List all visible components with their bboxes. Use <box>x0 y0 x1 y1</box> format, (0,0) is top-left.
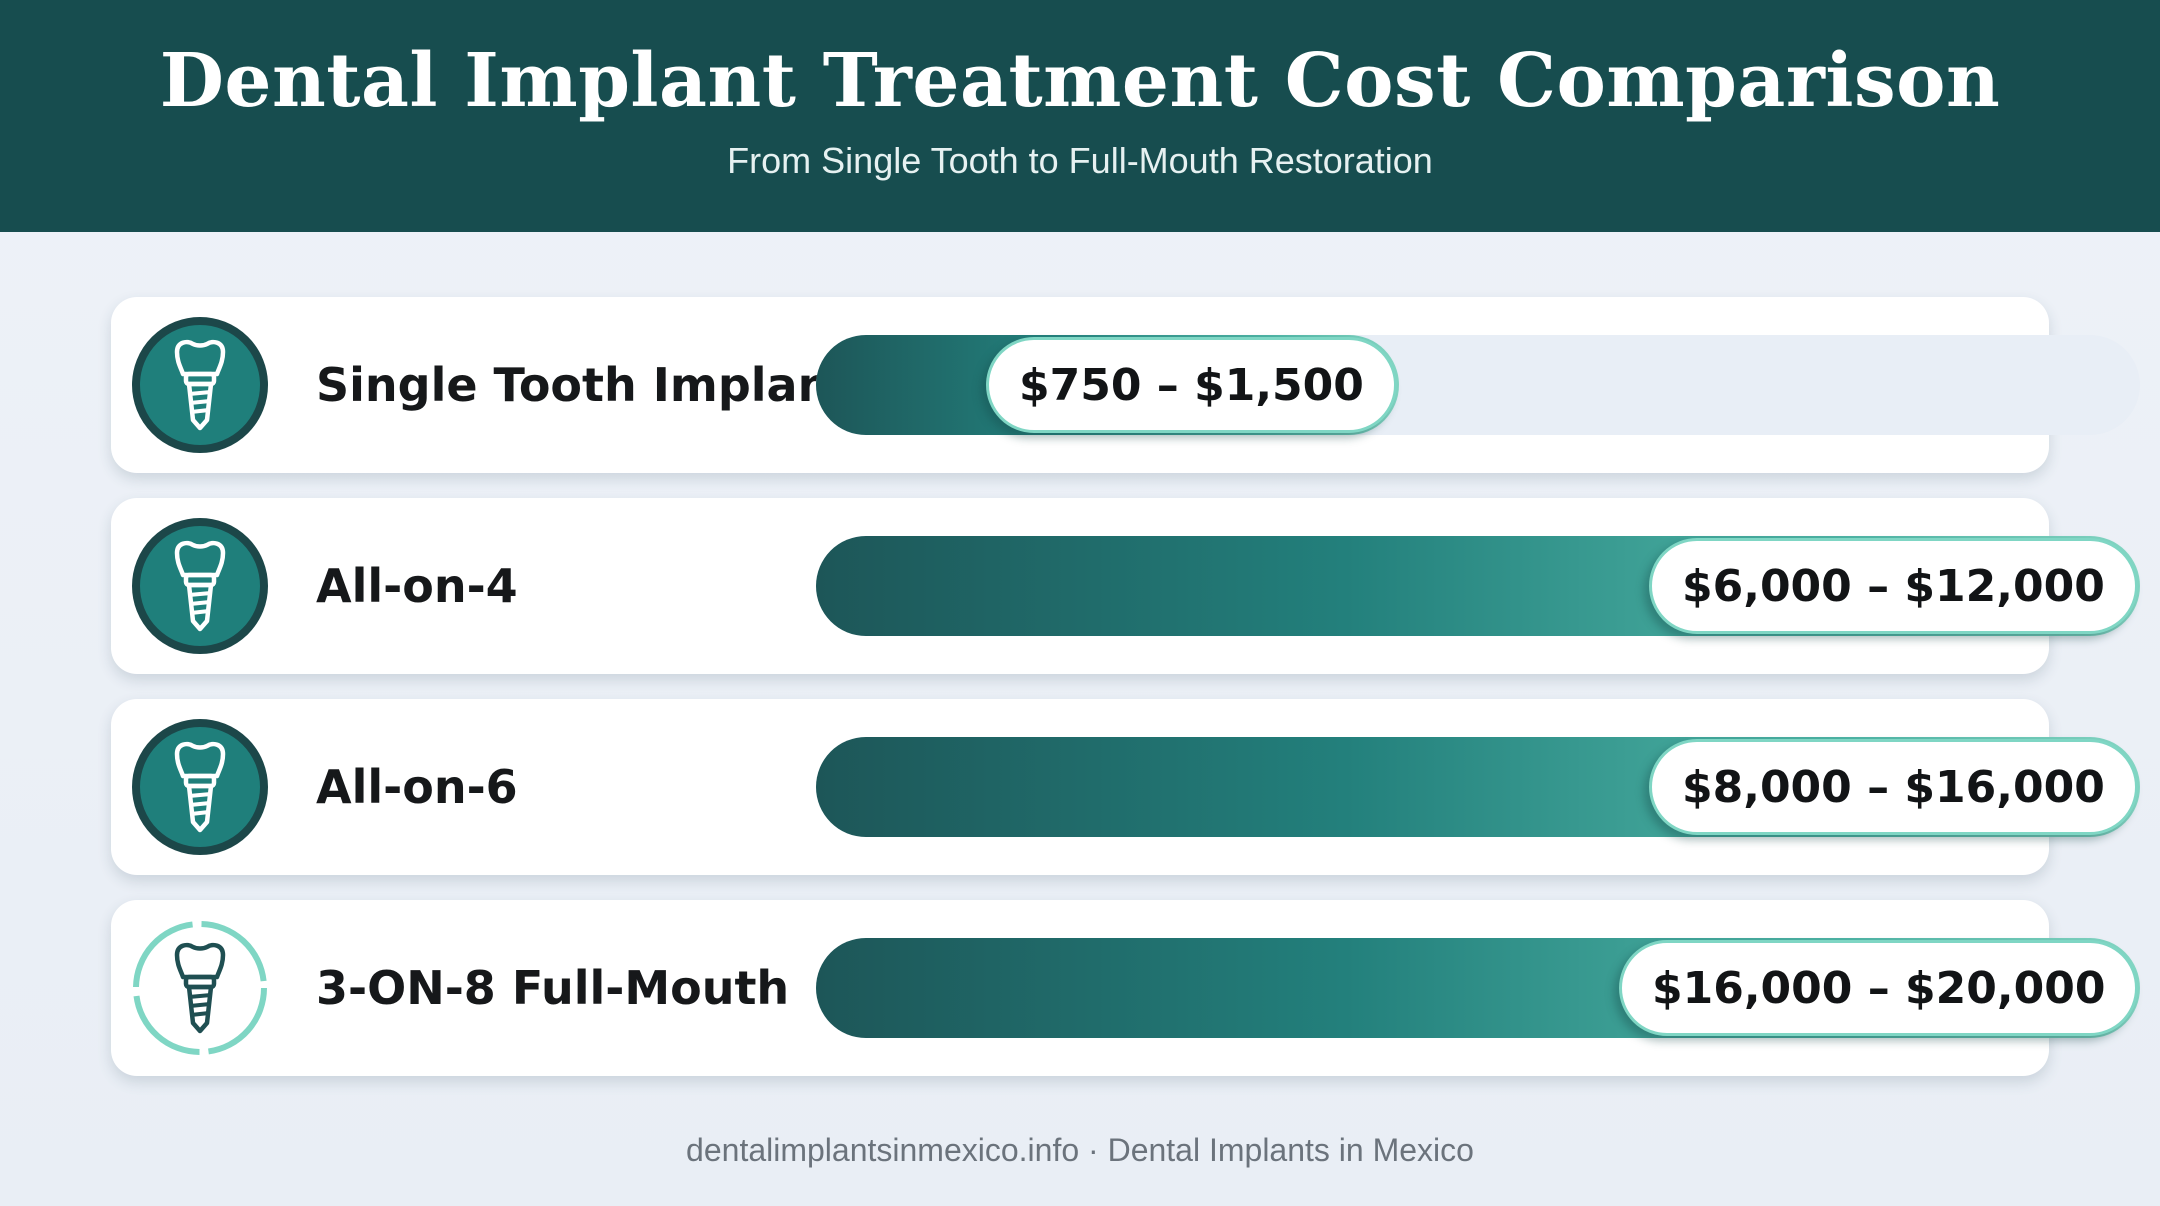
category-label: Single Tooth Implant <box>316 358 853 412</box>
footer-source: dentalimplantsinmexico.info · Dental Imp… <box>686 1132 1474 1168</box>
bar-track: $8,000 – $16,000 <box>816 737 2140 837</box>
tooth-implant-icon <box>131 919 269 1057</box>
cost-row: Single Tooth Implant $750 – $1,500 <box>111 297 2140 473</box>
cost-row: All-on-6 $8,000 – $16,000 <box>111 699 2140 875</box>
bar-track: $750 – $1,500 <box>816 335 2140 435</box>
tooth-implant-icon <box>131 718 269 856</box>
bar-track: $6,000 – $12,000 <box>816 536 2140 636</box>
cost-row: 3-ON-8 Full-Mouth $16,000 – $20,000 <box>111 900 2140 1076</box>
bar-track: $16,000 – $20,000 <box>816 938 2140 1038</box>
price-label: $750 – $1,500 <box>986 337 1397 433</box>
price-label: $8,000 – $16,000 <box>1649 739 2138 835</box>
price-label: $6,000 – $12,000 <box>1649 538 2138 634</box>
header-banner: Dental Implant Treatment Cost Comparison… <box>0 0 2160 232</box>
category-label: All-on-6 <box>316 760 518 814</box>
category-label: 3-ON-8 Full-Mouth <box>316 961 790 1015</box>
tooth-implant-icon <box>131 517 269 655</box>
price-label: $16,000 – $20,000 <box>1619 940 2139 1036</box>
cost-row: All-on-4 $6,000 – $12,000 <box>111 498 2140 674</box>
tooth-implant-icon <box>131 316 269 454</box>
category-label: All-on-4 <box>316 559 518 613</box>
chart-subtitle: From Single Tooth to Full-Mouth Restorat… <box>727 140 1433 181</box>
chart-title: Dental Implant Treatment Cost Comparison <box>159 38 2001 124</box>
